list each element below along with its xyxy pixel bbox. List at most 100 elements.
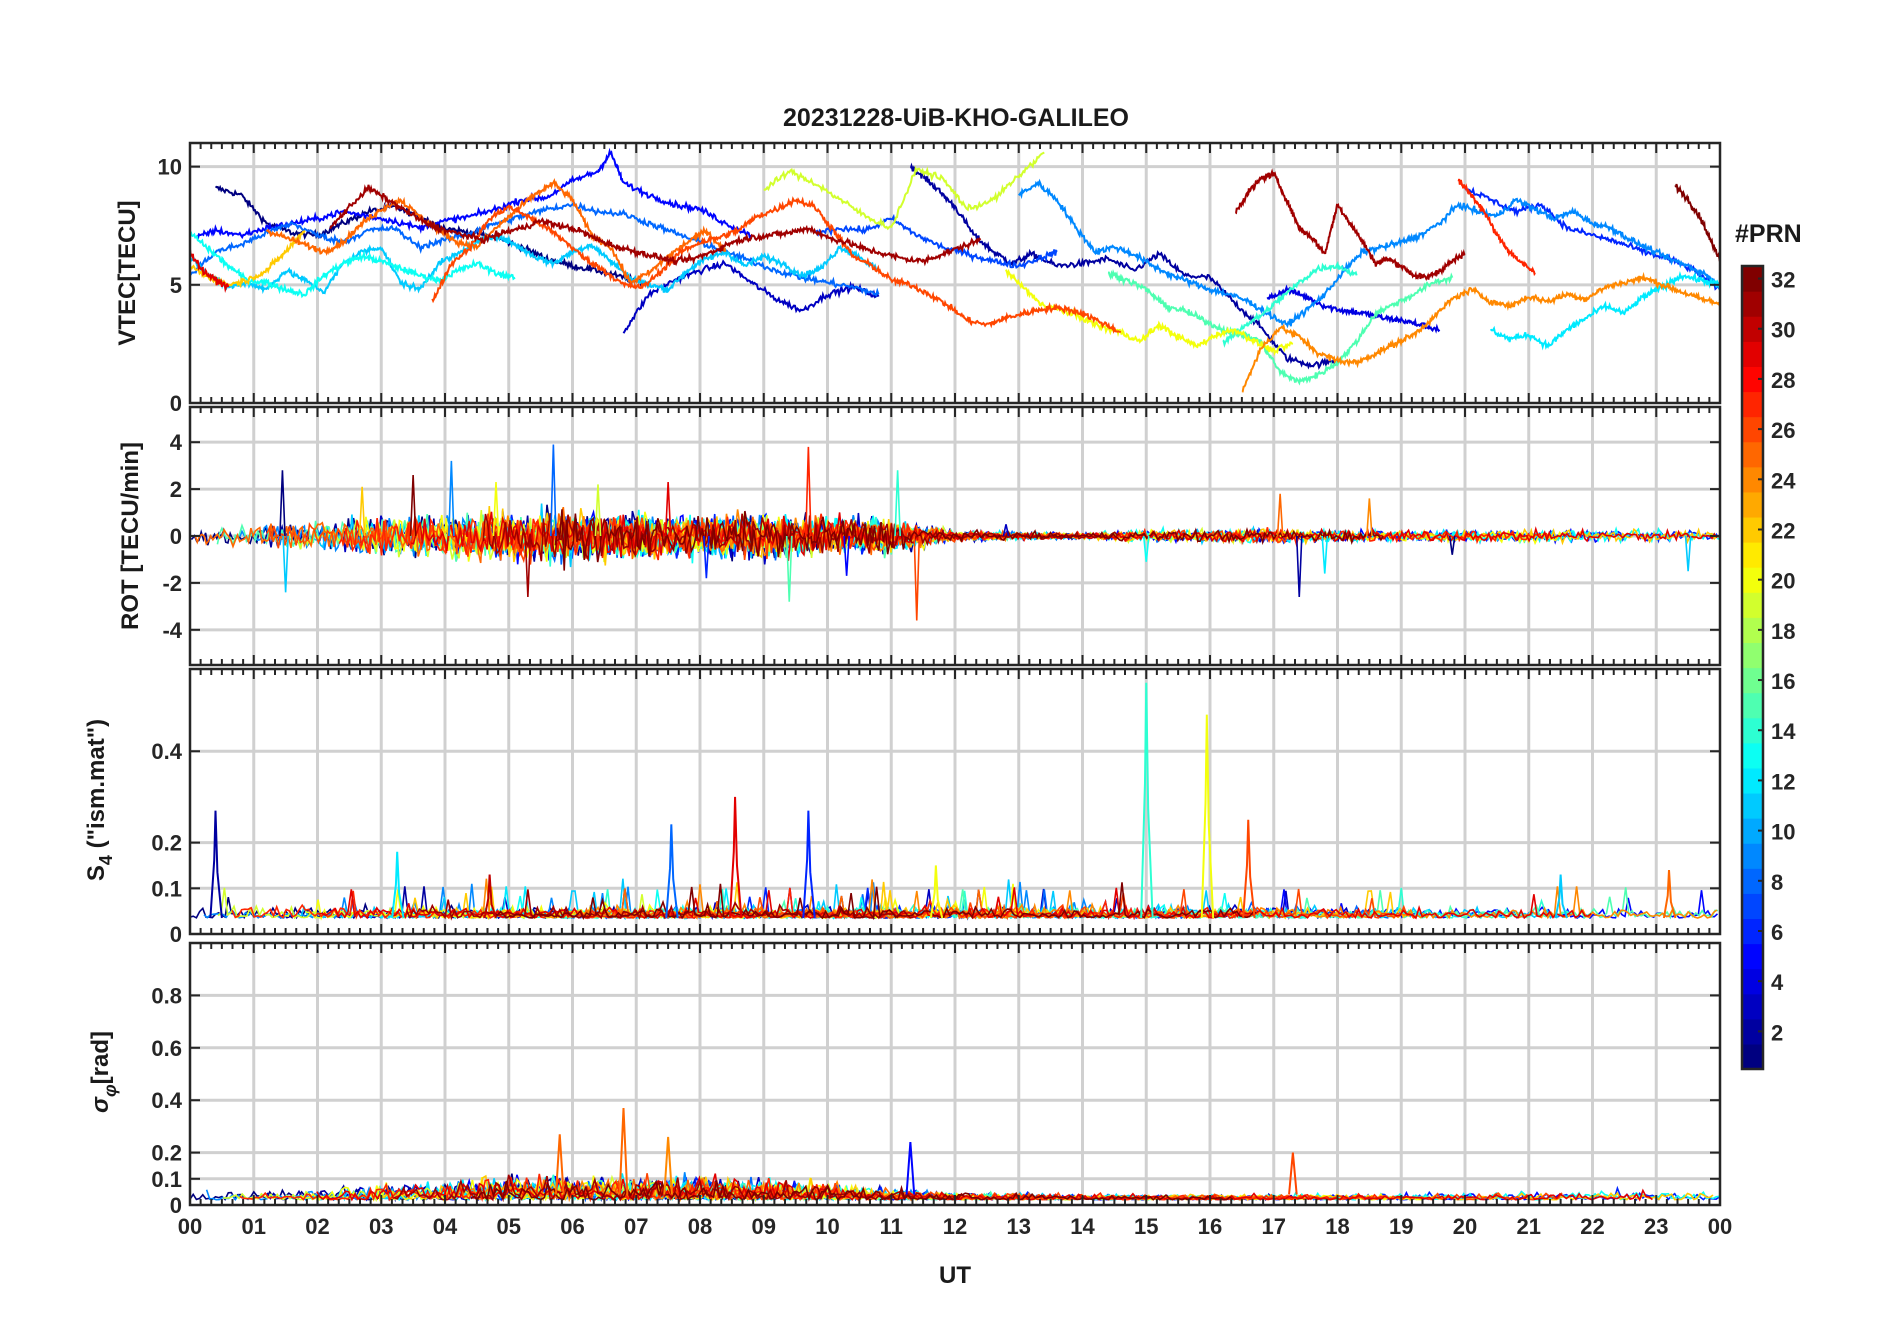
vtec-series-line [1005,268,1294,357]
colorbar-cell [1742,341,1763,367]
vtec-series-line [190,249,230,294]
sigma-spike [618,1108,629,1195]
vtec-series-line [1234,168,1466,282]
colorbar-tick-label: 14 [1771,719,1796,744]
rot-spike [1276,493,1284,537]
rot-spike [1684,535,1692,572]
panel-sigma-phi: 00.10.2 0.4 0.6 0.8 σφ[rad] [87,941,1722,1218]
colorbar-frame [1740,264,1765,1071]
rot-spike [785,535,793,602]
rot-spike [664,482,672,537]
y-tick-label: 0 [170,391,182,416]
colorbar-cell [1742,642,1763,669]
x-tick-label: 12 [943,1214,967,1239]
s4-spike [728,796,743,919]
vtec-series-line [329,184,982,267]
colorbar-cell [1742,542,1763,568]
x-tick-label: 19 [1389,1214,1413,1239]
colorbar-tick-label: 30 [1771,318,1795,343]
y-tick-label: 5 [170,273,182,298]
x-tick-label: 06 [560,1214,584,1239]
s4-spike [1662,869,1677,919]
colorbar-cell [1742,491,1763,518]
x-tick-label: 15 [1134,1214,1158,1239]
y-tick-label: 0 [170,922,182,947]
vtec-series-line [1457,178,1536,277]
colorbar-tick-label: 8 [1771,870,1783,895]
s4-spike [1554,874,1568,919]
colorbar-cell [1742,617,1763,643]
rot-series-line [482,513,1120,563]
colorbar-cell [1742,843,1763,869]
colorbar-tick-label: 6 [1771,920,1783,945]
rot-series-line [194,506,1024,564]
rot-spike [1366,498,1373,537]
x-tick-label: 00 [1708,1214,1732,1239]
colorbar-cell [1742,792,1763,819]
colorbar-tick-label: 20 [1771,569,1795,594]
x-tick-label: 17 [1262,1214,1286,1239]
x-tick-label: 10 [815,1214,839,1239]
colorbar-cell [1742,893,1763,920]
sigma-spike [905,1142,916,1195]
sigma-spike [663,1136,673,1195]
colorbar-cell [1742,767,1763,794]
rot-spike [1142,535,1150,562]
colorbar-tick-label: 26 [1771,418,1795,443]
colorbar-tick-label: 24 [1771,468,1796,493]
x-axis-label: UT [939,1262,971,1289]
colorbar-cell [1742,466,1763,493]
colorbar-cell [1742,316,1763,342]
rot-spike [282,535,289,593]
colorbar-cell [1742,441,1763,468]
vtec-series-line [190,231,880,295]
vtec-series-line [1266,284,1441,334]
y-tick-label: 0.4 [151,739,182,764]
rot-series-line [554,509,1384,571]
vtec-series-line [909,162,1339,370]
x-tick-label: 01 [242,1214,266,1239]
vtec-series-line [431,196,1122,334]
colorbar-cell [1742,266,1763,292]
colorbar-cell [1742,717,1763,744]
colorbar-cell [1742,391,1763,418]
colorbar-tick-label: 32 [1771,268,1795,293]
vtec-series-line [195,147,752,241]
vtec-series-line [1674,183,1720,262]
x-tick-label: 00 [178,1214,202,1239]
s4-series-line [566,888,1075,921]
s4-series-line [493,882,1256,921]
vtec-series-line [1241,271,1720,393]
x-tick-label: 07 [624,1214,648,1239]
s4-spike [391,851,405,919]
x-tick-label: 13 [1007,1214,1031,1239]
x-tick-label: 22 [1580,1214,1604,1239]
colorbar-tick-label: 2 [1771,1020,1783,1045]
y-tick-label: -2 [162,571,182,596]
s4-spike [209,810,223,919]
panel-vtec: 0 5 10 VTEC[TECU] [114,141,1722,416]
rot-spike [448,460,455,537]
colorbar-tick-label: 28 [1771,368,1795,393]
x-tick-label: 03 [369,1214,393,1239]
colorbar-cell [1742,1018,1763,1045]
colorbar-tick-label: 10 [1771,820,1795,845]
rot-spike [703,535,710,579]
panel-rot: -4 -2 0 2 4 ROT [TECU/min] [117,405,1722,667]
rot-spike [913,535,921,621]
x-tick-label: 11 [880,1214,903,1239]
colorbar-cell [1742,818,1763,844]
colorbar-tick-label: 18 [1771,619,1795,644]
colorbar-cell [1742,592,1763,618]
s4-spike [1140,682,1154,919]
rot-spike [358,486,366,537]
sigma-ylabel: σφ[rad] [87,1031,120,1113]
y-tick-label: 0 [170,1193,182,1218]
colorbar-cell [1742,918,1763,945]
rot-spike [1295,535,1303,598]
colorbar-cell [1742,516,1763,543]
vtec-series-line [265,177,727,285]
x-tick-label: 23 [1644,1214,1668,1239]
vtec-series-line [814,213,1058,270]
